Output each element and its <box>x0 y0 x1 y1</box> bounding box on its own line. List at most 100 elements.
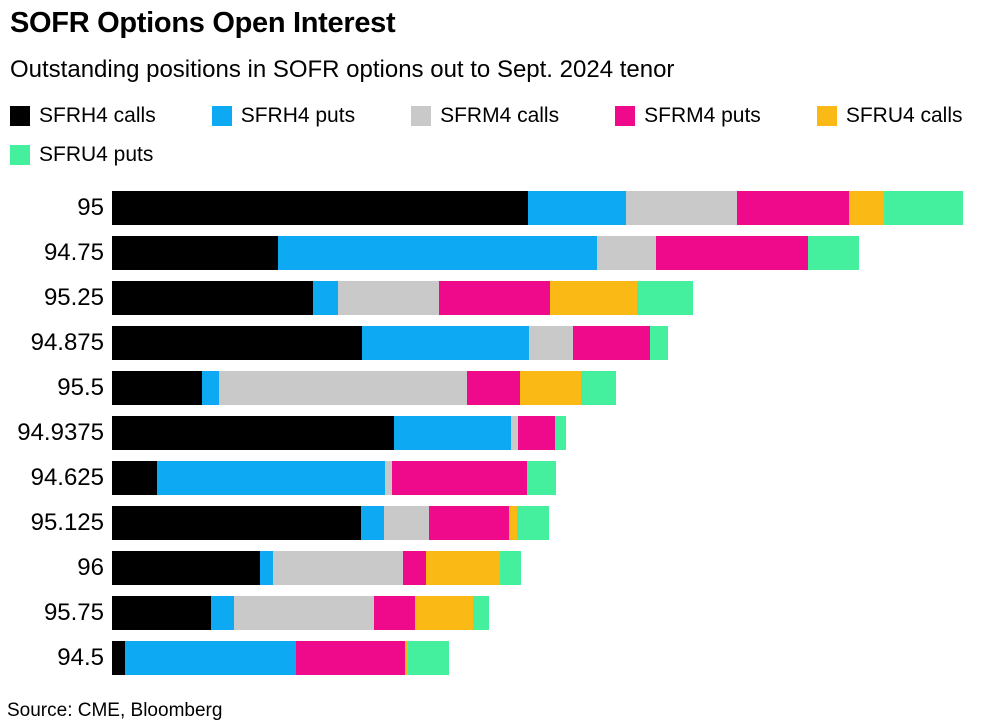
bar-row: 94.5 <box>0 641 1002 675</box>
bar-row: 95.25 <box>0 281 1002 315</box>
legend-label: SFRM4 puts <box>644 104 761 127</box>
bar-row: 94.875 <box>0 326 1002 360</box>
legend-swatch <box>10 106 30 126</box>
legend-swatch <box>615 106 636 126</box>
bar-row: 95.5 <box>0 371 1002 405</box>
bar-segment <box>403 551 426 585</box>
stacked-bar <box>112 596 489 630</box>
bar-segment <box>650 326 668 360</box>
bar-segment <box>573 326 650 360</box>
bar-segment <box>555 416 566 450</box>
bar-segment <box>219 371 467 405</box>
legend-item: SFRH4 puts <box>211 104 355 128</box>
bar-segment <box>467 371 520 405</box>
bar-segment <box>112 506 361 540</box>
bar-segment <box>528 191 626 225</box>
bar-segment <box>415 596 473 630</box>
bar-segment <box>500 551 521 585</box>
bar-segment <box>338 281 439 315</box>
stacked-bar <box>112 191 963 225</box>
bar-row: 95 <box>0 191 1002 225</box>
bar-segment <box>529 326 573 360</box>
bar-segment <box>384 506 429 540</box>
bar-segment <box>362 326 529 360</box>
bar-segment <box>408 641 449 675</box>
stacked-bar <box>112 641 449 675</box>
stacked-bar <box>112 461 556 495</box>
legend-label: SFRH4 calls <box>39 104 156 127</box>
bar-segment <box>849 191 884 225</box>
bar-segment <box>211 596 234 630</box>
legend-label: SFRU4 puts <box>39 143 154 166</box>
bar-row: 95.125 <box>0 506 1002 540</box>
bar-segment <box>234 596 374 630</box>
bar-row: 94.75 <box>0 236 1002 270</box>
bar-segment <box>426 551 500 585</box>
bar-segment <box>550 281 637 315</box>
bar-segment <box>581 371 616 405</box>
y-axis-label: 95.5 <box>57 374 104 401</box>
y-axis-label: 94.9375 <box>17 419 104 446</box>
legend-item: SFRM4 calls <box>411 104 559 128</box>
bar-segment <box>626 191 737 225</box>
stacked-bar <box>112 506 549 540</box>
bar-segment <box>374 596 415 630</box>
stacked-bar <box>112 281 693 315</box>
bar-segment <box>112 191 528 225</box>
chart-title: SOFR Options Open Interest <box>10 7 396 39</box>
bar-segment <box>884 191 963 225</box>
bar-segment <box>125 641 296 675</box>
bar-segment <box>202 371 219 405</box>
legend-label: SFRM4 calls <box>440 104 560 127</box>
legend-item: SFRU4 calls <box>816 104 963 128</box>
bar-segment <box>112 641 125 675</box>
bar-segment <box>392 461 527 495</box>
legend-swatch <box>411 106 432 126</box>
y-axis-label: 95.125 <box>30 509 104 536</box>
source-note: Source: CME, Bloomberg <box>7 700 223 721</box>
legend-item: SFRM4 puts <box>615 104 761 128</box>
bar-segment <box>296 641 405 675</box>
bar-segment <box>511 416 518 450</box>
y-axis-label: 94.875 <box>30 329 104 356</box>
bar-segment <box>260 551 273 585</box>
bar-segment <box>273 551 403 585</box>
bar-segment <box>517 506 549 540</box>
bar-segment <box>112 281 313 315</box>
bar-segment <box>278 236 597 270</box>
bar-segment <box>112 326 362 360</box>
stacked-bar <box>112 416 566 450</box>
bar-segment <box>112 551 260 585</box>
bar-segment <box>429 506 509 540</box>
bar-segment <box>473 596 489 630</box>
bar-row: 94.625 <box>0 461 1002 495</box>
y-axis-label: 96 <box>77 554 104 581</box>
bar-segment <box>527 461 556 495</box>
stacked-bar <box>112 236 859 270</box>
bar-segment <box>518 416 555 450</box>
stacked-bar <box>112 551 521 585</box>
bar-segment <box>737 191 849 225</box>
bar-segment <box>597 236 656 270</box>
y-axis-label: 94.625 <box>30 464 104 491</box>
bar-segment <box>112 461 157 495</box>
legend-swatch <box>211 106 232 126</box>
bar-segment <box>509 506 517 540</box>
y-axis-label: 95 <box>77 194 104 221</box>
bar-row: 96 <box>0 551 1002 585</box>
bar-segment <box>112 416 394 450</box>
bar-segment <box>656 236 808 270</box>
legend-swatch <box>10 145 30 165</box>
bar-segment <box>439 281 550 315</box>
bar-segment <box>112 236 278 270</box>
bar-segment <box>112 371 202 405</box>
y-axis-label: 94.75 <box>43 239 104 266</box>
stacked-bar <box>112 371 616 405</box>
legend-item: SFRU4 puts <box>10 143 153 167</box>
bar-row: 94.9375 <box>0 416 1002 450</box>
bar-segment <box>112 596 211 630</box>
bar-segment <box>808 236 859 270</box>
bar-row: 95.75 <box>0 596 1002 630</box>
bar-segment <box>394 416 511 450</box>
